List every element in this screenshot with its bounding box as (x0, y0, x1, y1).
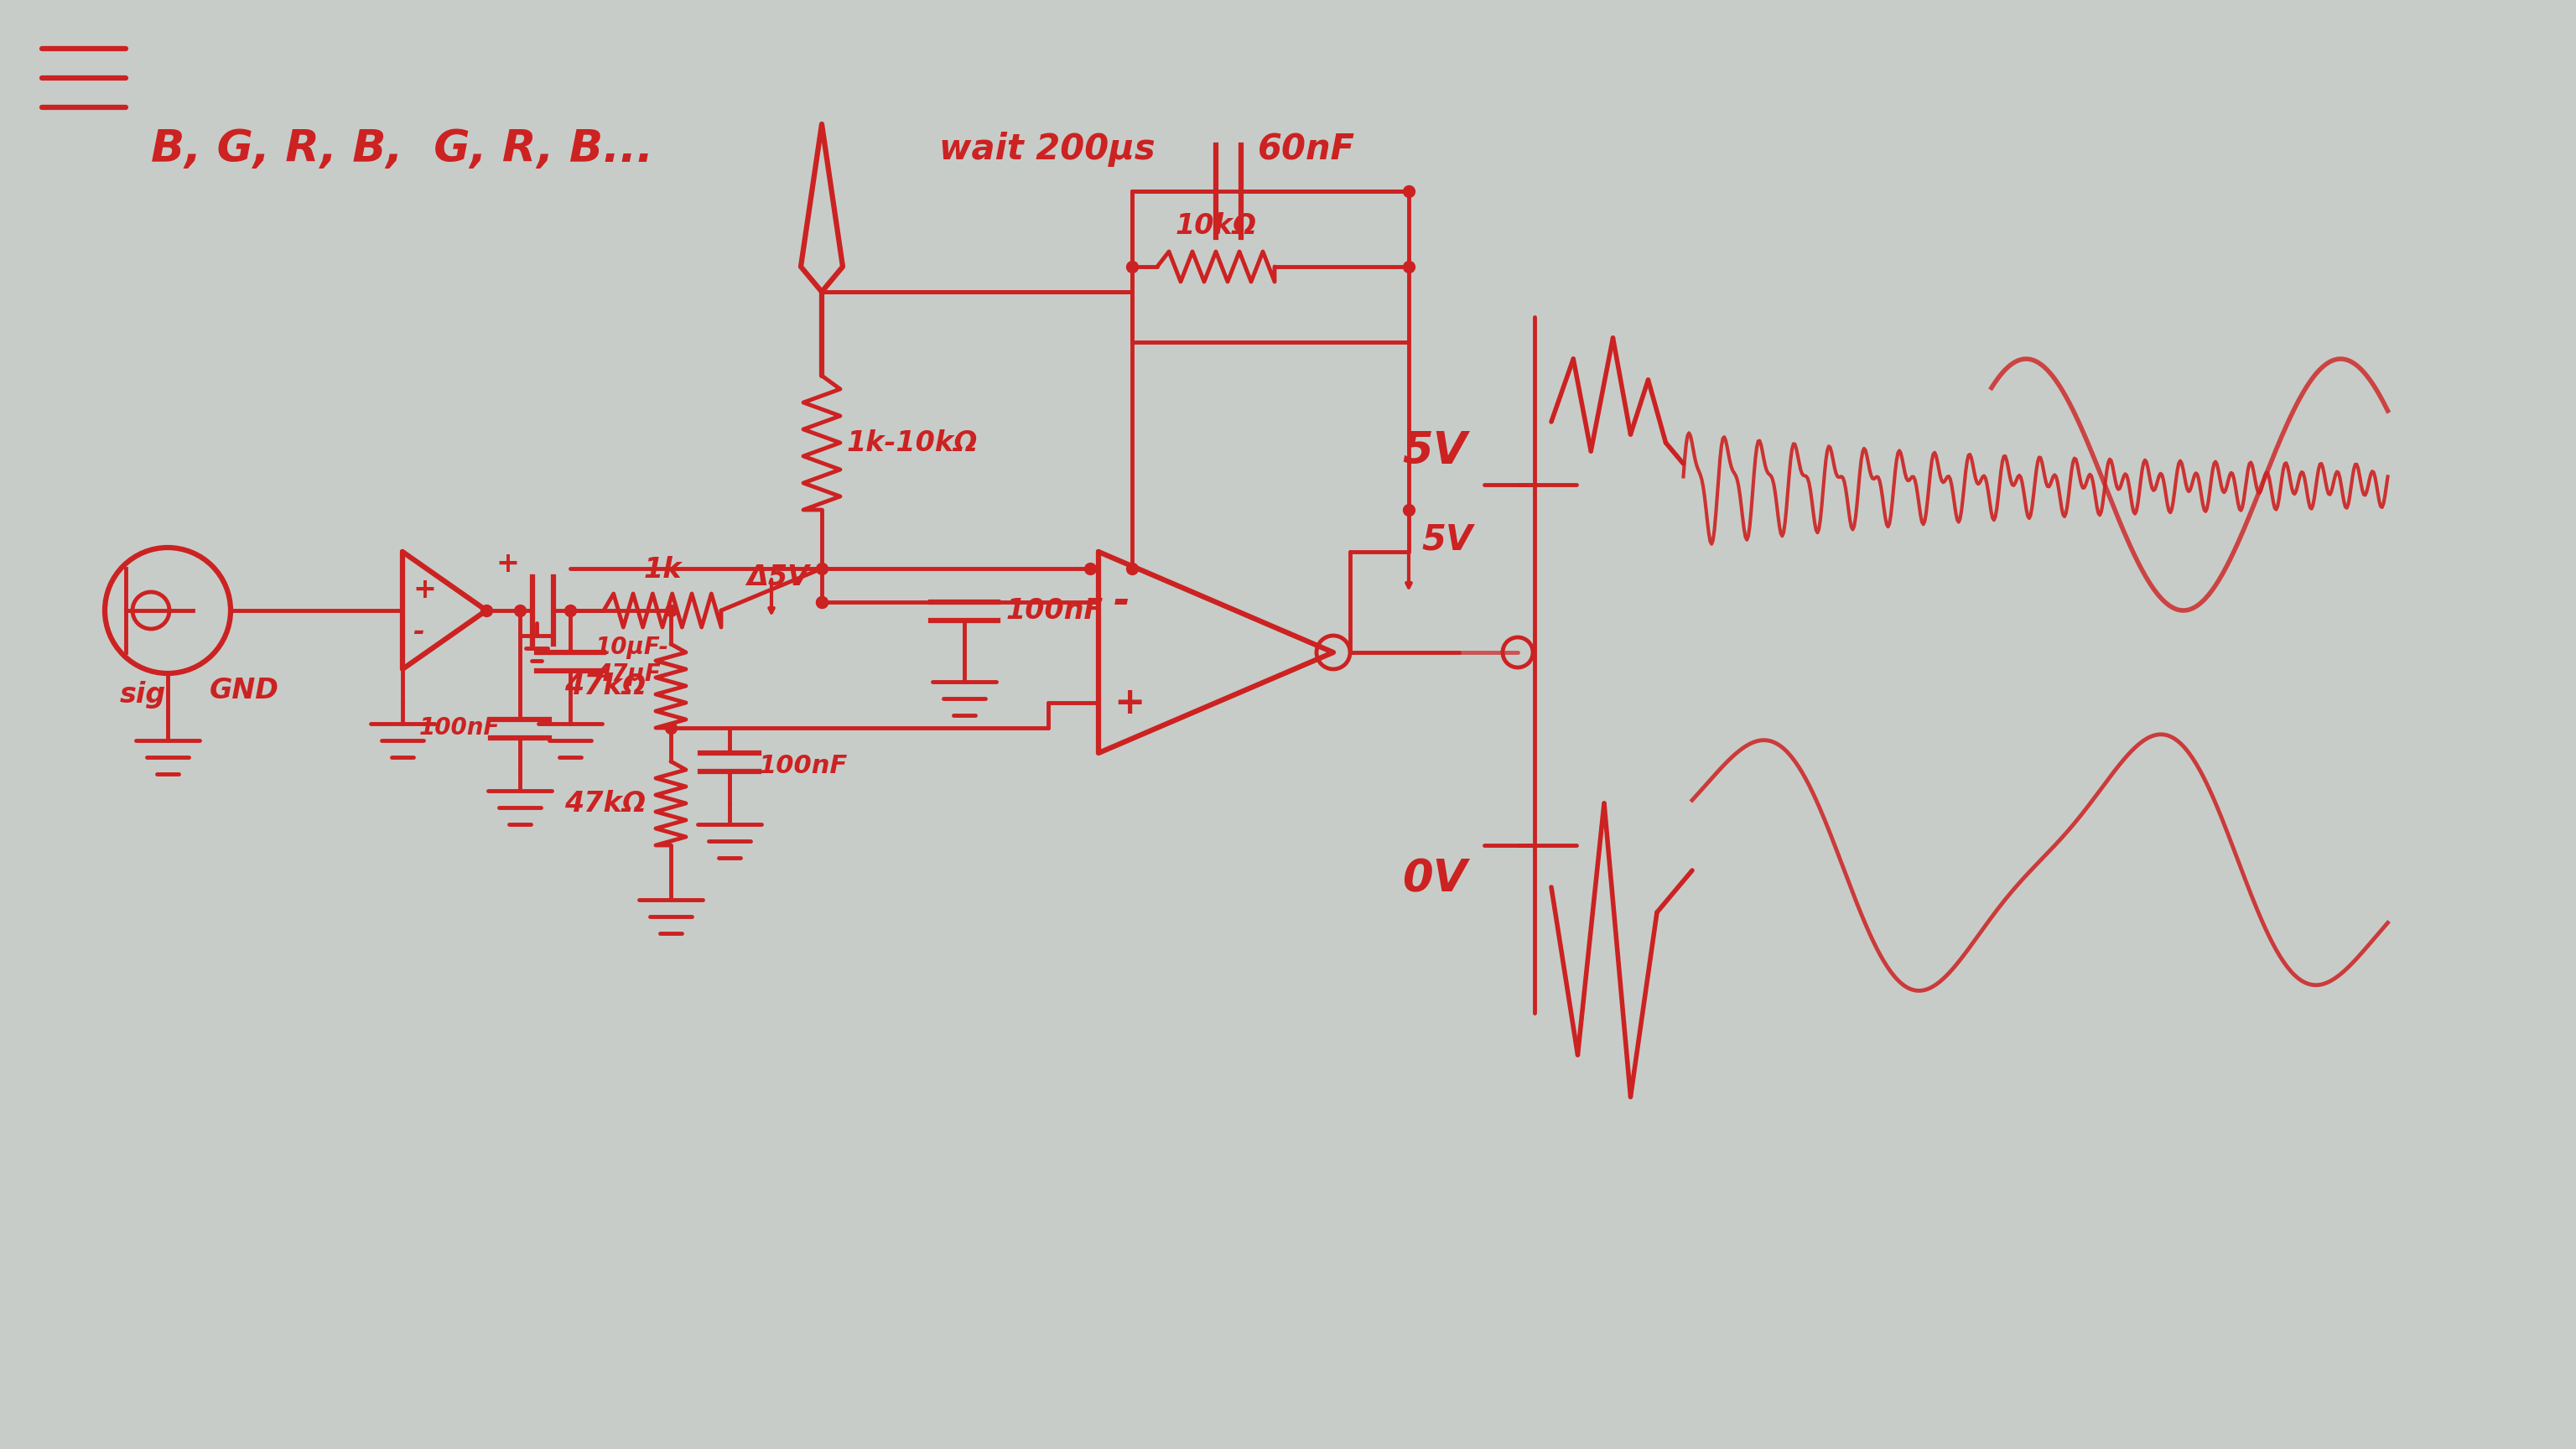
Text: Δ5V: Δ5V (747, 564, 809, 591)
Text: 5V: 5V (1401, 429, 1468, 472)
Text: +: + (412, 575, 435, 603)
Text: wait 200μs: wait 200μs (940, 132, 1154, 167)
Text: 100nF: 100nF (760, 753, 848, 778)
Text: 10kΩ: 10kΩ (1175, 212, 1257, 241)
Text: +: + (1113, 685, 1144, 720)
Text: 10μF-
47μF: 10μF- 47μF (595, 636, 670, 685)
Text: 1k: 1k (644, 556, 683, 584)
Text: 47kΩ: 47kΩ (564, 672, 647, 700)
Text: 100nF: 100nF (420, 716, 500, 739)
Text: GND: GND (209, 677, 278, 704)
Text: 100nF: 100nF (1007, 597, 1103, 625)
Text: -: - (412, 617, 425, 645)
Text: sig: sig (118, 681, 165, 709)
Text: +: + (495, 551, 518, 578)
Text: 0V: 0V (1401, 856, 1468, 901)
Text: 47kΩ: 47kΩ (564, 790, 647, 817)
Text: -: - (1113, 582, 1131, 622)
Text: 1k-10kΩ: 1k-10kΩ (848, 429, 979, 456)
Text: 60nF: 60nF (1257, 132, 1355, 167)
Text: 5V: 5V (1422, 522, 1473, 556)
Text: B, G, R, B,  G, R, B...: B, G, R, B, G, R, B... (152, 128, 654, 171)
